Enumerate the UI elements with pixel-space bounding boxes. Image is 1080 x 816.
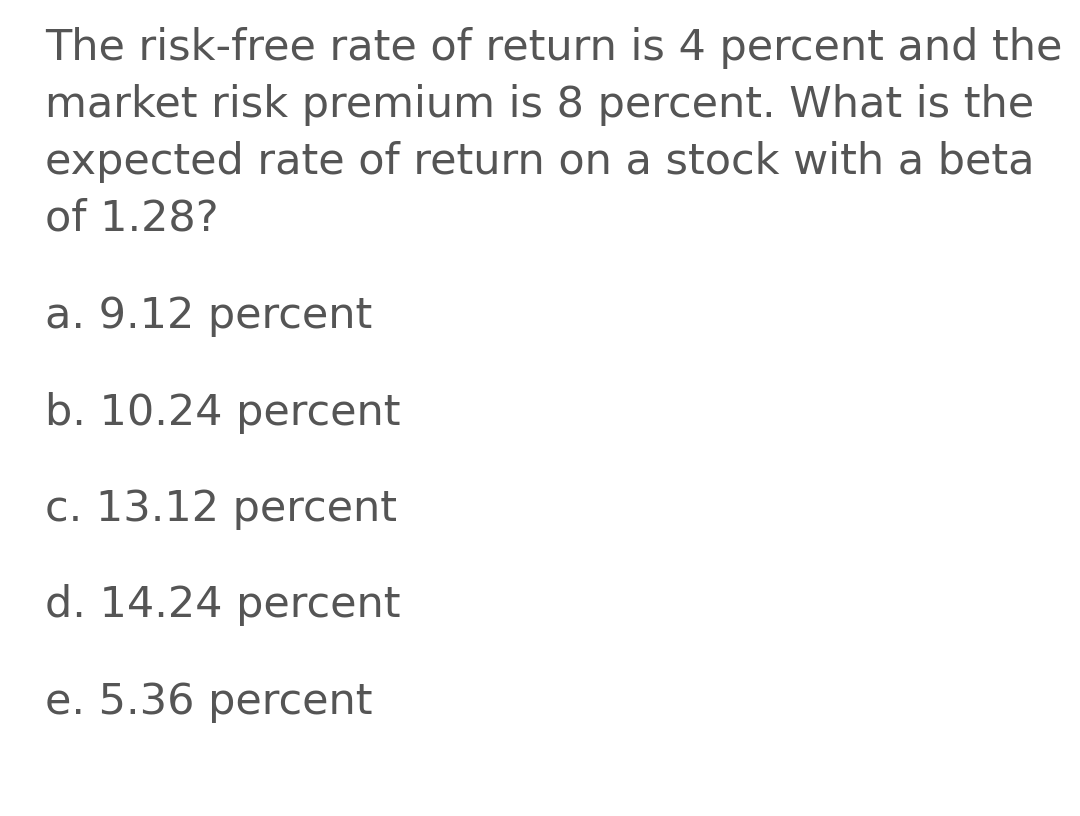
Text: b. 10.24 percent: b. 10.24 percent (45, 392, 401, 433)
Text: c. 13.12 percent: c. 13.12 percent (45, 488, 397, 530)
Text: a. 9.12 percent: a. 9.12 percent (45, 295, 373, 337)
Text: d. 14.24 percent: d. 14.24 percent (45, 584, 401, 626)
Text: e. 5.36 percent: e. 5.36 percent (45, 681, 373, 722)
Text: The risk-free rate of return is 4 percent and the
market risk premium is 8 perce: The risk-free rate of return is 4 percen… (45, 27, 1063, 239)
